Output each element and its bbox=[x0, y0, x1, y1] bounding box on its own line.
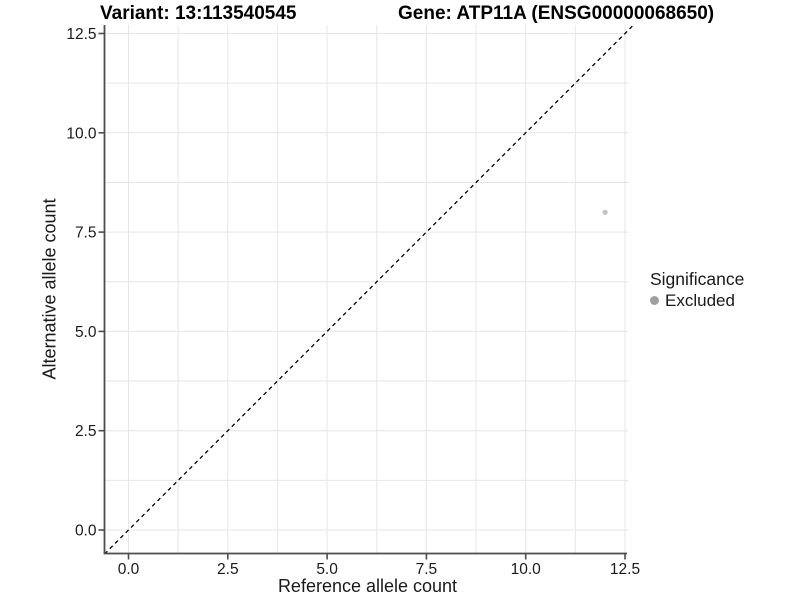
data-points-group bbox=[602, 209, 608, 215]
data-point bbox=[602, 209, 608, 215]
x-axis-title: Reference allele count bbox=[277, 576, 458, 596]
x-tick-label: 0.0 bbox=[118, 561, 140, 578]
y-axis-title: Alternative allele count bbox=[39, 198, 60, 380]
legend-key-dot bbox=[650, 296, 659, 305]
x-tick-label: 7.5 bbox=[416, 561, 438, 578]
y-tick-label: 7.5 bbox=[75, 225, 97, 242]
y-tick-label: 12.5 bbox=[66, 26, 96, 43]
x-tick-label: 10.0 bbox=[511, 561, 542, 578]
x-tick-label: 12.5 bbox=[610, 561, 640, 578]
plot-title-gene: Gene: ATP11A (ENSG00000068650) bbox=[398, 3, 715, 24]
x-tick-label: 2.5 bbox=[217, 561, 239, 578]
grid-lines bbox=[104, 25, 629, 554]
y-tick-label: 2.5 bbox=[75, 423, 97, 440]
identity-line-group bbox=[104, 24, 634, 555]
y-tick-label: 0.0 bbox=[75, 523, 97, 540]
plot-title-variant: Variant: 13:113540545 bbox=[100, 3, 297, 24]
x-tick-label: 5.0 bbox=[316, 561, 338, 578]
y-tick-label: 10.0 bbox=[66, 125, 97, 142]
tick-marks-group bbox=[98, 32, 626, 560]
y-tick-label: 5.0 bbox=[75, 324, 97, 341]
identity-line bbox=[104, 24, 634, 555]
legend-title: Significance bbox=[650, 269, 745, 289]
legend-entry: Excluded bbox=[648, 290, 798, 311]
legend-entry-label: Excluded bbox=[665, 291, 735, 310]
legend: Significance Excluded bbox=[648, 268, 798, 311]
tick-labels-group: 0.0 2.5 5.0 7.5 10.0 12.5 0.0 2.5 5.0 7.5 10.0 12.5 bbox=[66, 26, 640, 578]
axis-lines-group bbox=[103, 25, 627, 555]
